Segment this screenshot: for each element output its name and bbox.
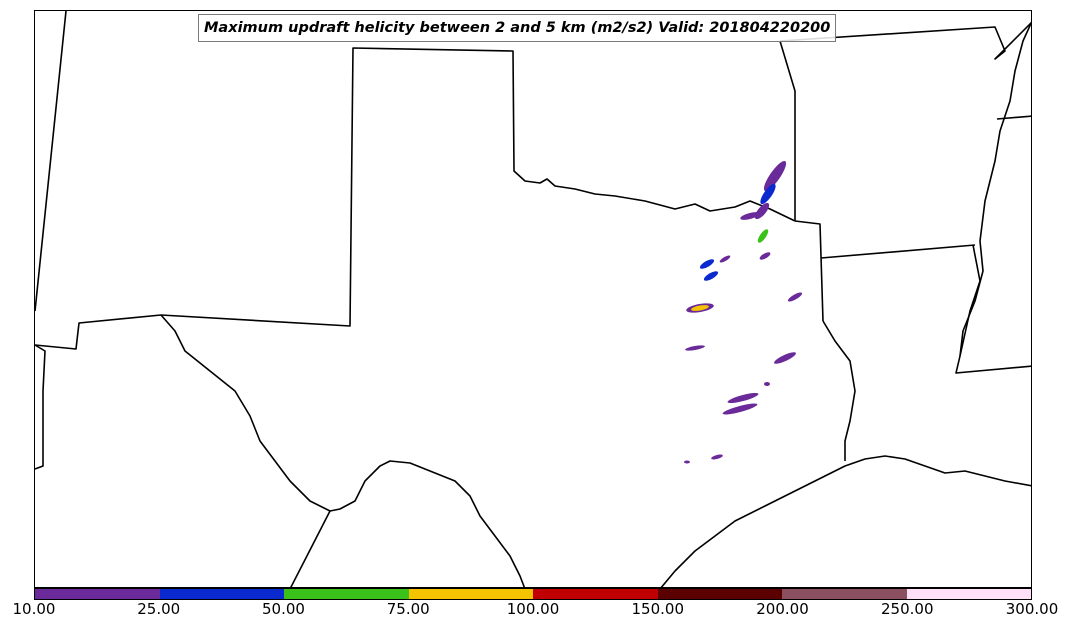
swath <box>699 259 715 269</box>
swath <box>703 271 719 281</box>
swath <box>787 292 803 302</box>
colorbar-segment <box>906 589 1031 599</box>
colorbar-tick-label: 150.00 <box>631 600 685 618</box>
colorbar-tick-label: 250.00 <box>881 600 934 618</box>
border-ms <box>996 115 1031 120</box>
colorbar-segment <box>782 589 907 599</box>
swath <box>691 305 709 311</box>
border-newmexico-oklahoma-panhandle <box>35 47 796 350</box>
coastline-gulf <box>660 455 1031 587</box>
swath <box>763 160 787 192</box>
border-tx-la-river <box>822 320 856 461</box>
colorbar-tick-label: 100.00 <box>506 600 560 618</box>
colorbar-segment <box>159 589 284 599</box>
swath <box>774 352 796 364</box>
border-ar-la <box>820 244 976 259</box>
colorbar-tick-label: 10.00 <box>12 600 56 618</box>
colorbar-segment <box>35 589 160 599</box>
swath <box>727 392 759 404</box>
swath <box>764 382 770 386</box>
border-tx-la-north <box>794 220 824 322</box>
colorbar-tick-label: 25.00 <box>137 600 181 618</box>
swath <box>685 345 705 351</box>
swath <box>759 252 771 260</box>
swath <box>711 454 723 460</box>
border-mo-ar <box>779 21 1031 60</box>
swath <box>719 255 731 263</box>
colorbar-tick-label: 200.00 <box>756 600 809 618</box>
river-mississippi <box>959 21 1031 357</box>
colorbar-segment <box>657 589 782 599</box>
swath <box>684 460 690 464</box>
colorbar-tick-label: 50.00 <box>262 600 305 618</box>
border-ark-east <box>779 40 796 221</box>
border-mexico-interior <box>290 510 331 587</box>
colorbar <box>34 588 1032 600</box>
colorbar-segment <box>533 589 658 599</box>
border-tx-mexico <box>160 314 526 587</box>
border-la-ms <box>955 244 1031 374</box>
helicity-swaths <box>684 160 803 464</box>
colorbar-segment <box>408 589 533 599</box>
swath <box>722 403 758 415</box>
swath <box>740 212 760 220</box>
map-canvas <box>35 11 1031 587</box>
map-title: Maximum updraft helicity between 2 and 5… <box>198 14 837 42</box>
colorbar-segment <box>284 589 409 599</box>
border-nm-mexico <box>35 344 46 470</box>
swath <box>757 229 769 243</box>
swath <box>760 183 776 205</box>
border-colorado-newmexico-west <box>35 11 67 312</box>
map-panel <box>34 10 1032 588</box>
colorbar-tick-label: 300.00 <box>1005 600 1059 618</box>
colorbar-tick-label: 75.00 <box>386 600 430 618</box>
